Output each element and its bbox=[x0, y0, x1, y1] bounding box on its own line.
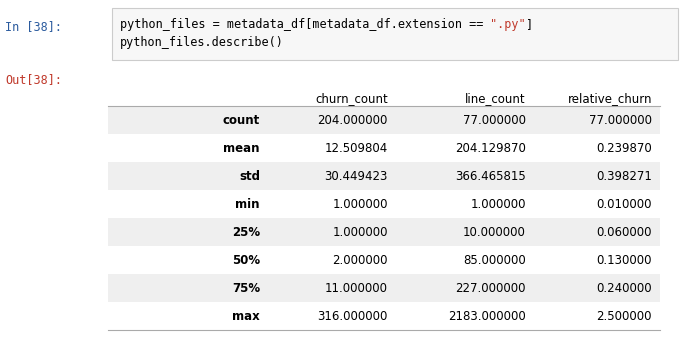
Bar bbox=[108, 190, 660, 218]
Text: 0.240000: 0.240000 bbox=[596, 281, 652, 294]
Bar bbox=[108, 106, 660, 134]
Text: python_files.describe(): python_files.describe() bbox=[120, 36, 284, 49]
Text: mean: mean bbox=[223, 141, 260, 154]
Text: std: std bbox=[239, 170, 260, 183]
Text: 2183.000000: 2183.000000 bbox=[448, 310, 526, 323]
Bar bbox=[108, 218, 660, 246]
Text: count: count bbox=[223, 114, 260, 127]
Text: 77.000000: 77.000000 bbox=[589, 114, 652, 127]
Bar bbox=[108, 302, 660, 330]
Text: 316.000000: 316.000000 bbox=[318, 310, 388, 323]
Text: max: max bbox=[232, 310, 260, 323]
Text: In [38]:: In [38]: bbox=[5, 20, 62, 33]
Text: Out[38]:: Out[38]: bbox=[5, 73, 62, 86]
Text: 0.239870: 0.239870 bbox=[596, 141, 652, 154]
Text: 0.060000: 0.060000 bbox=[596, 226, 652, 238]
Text: 12.509804: 12.509804 bbox=[324, 141, 388, 154]
Text: line_count: line_count bbox=[465, 92, 526, 105]
Text: 75%: 75% bbox=[232, 281, 260, 294]
Text: 85.000000: 85.000000 bbox=[463, 254, 526, 267]
Text: python_files = metadata_df[metadata_df.extension ==: python_files = metadata_df[metadata_df.e… bbox=[120, 18, 490, 31]
Text: ]: ] bbox=[526, 18, 533, 31]
Text: 2.000000: 2.000000 bbox=[333, 254, 388, 267]
Text: 11.000000: 11.000000 bbox=[325, 281, 388, 294]
Bar bbox=[108, 134, 660, 162]
Text: 227.000000: 227.000000 bbox=[456, 281, 526, 294]
Bar bbox=[108, 246, 660, 274]
Text: ".py": ".py" bbox=[490, 18, 526, 31]
Text: 1.000000: 1.000000 bbox=[333, 226, 388, 238]
Bar bbox=[112, 8, 678, 60]
Text: churn_count: churn_count bbox=[316, 92, 388, 105]
Text: 0.398271: 0.398271 bbox=[596, 170, 652, 183]
Text: 0.010000: 0.010000 bbox=[596, 197, 652, 211]
Bar bbox=[108, 274, 660, 302]
Text: 366.465815: 366.465815 bbox=[456, 170, 526, 183]
Text: 30.449423: 30.449423 bbox=[324, 170, 388, 183]
Text: 0.130000: 0.130000 bbox=[596, 254, 652, 267]
Text: 10.000000: 10.000000 bbox=[463, 226, 526, 238]
Text: 77.000000: 77.000000 bbox=[463, 114, 526, 127]
Text: 25%: 25% bbox=[232, 226, 260, 238]
Text: 204.129870: 204.129870 bbox=[455, 141, 526, 154]
Bar bbox=[108, 162, 660, 190]
Text: min: min bbox=[236, 197, 260, 211]
Text: 2.500000: 2.500000 bbox=[596, 310, 652, 323]
Text: 204.000000: 204.000000 bbox=[318, 114, 388, 127]
Text: 50%: 50% bbox=[232, 254, 260, 267]
Text: 1.000000: 1.000000 bbox=[333, 197, 388, 211]
Text: 1.000000: 1.000000 bbox=[471, 197, 526, 211]
Text: relative_churn: relative_churn bbox=[568, 92, 652, 105]
